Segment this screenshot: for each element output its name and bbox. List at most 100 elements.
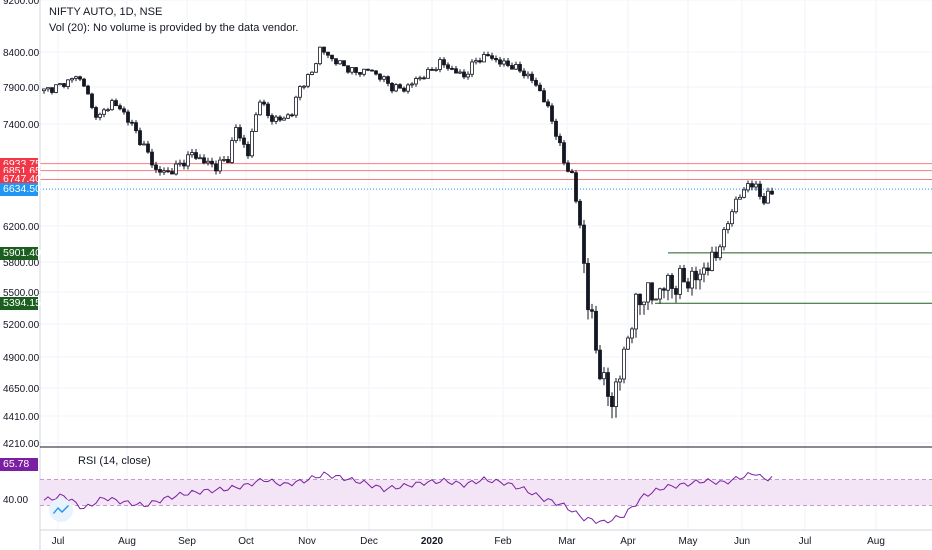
candle-body [406, 84, 410, 92]
price-axis: 9200.00 8400.00 7900.00 7400.00 6200.00 5800.… [3, 0, 40, 450]
rsi-line [43, 471, 773, 525]
candle-body [254, 114, 258, 132]
candle-body [46, 87, 50, 90]
candle-body [310, 71, 314, 75]
candle-body [94, 107, 98, 118]
candle-body [762, 196, 766, 204]
candle-body [486, 54, 490, 57]
candle-body [62, 83, 66, 87]
candle-body [262, 101, 266, 105]
candle-body [322, 46, 326, 53]
rsi-current-tag: 65.78 [0, 458, 38, 471]
candle-body [126, 111, 130, 123]
candle-body [626, 337, 630, 350]
price-tag: 5901.40 [0, 246, 41, 260]
candle-body [738, 196, 742, 200]
candle-body [246, 143, 250, 157]
candle-body [202, 157, 206, 164]
candle-body [390, 82, 394, 92]
candle-body [266, 103, 270, 116]
price-tick-label: 5200.00 [3, 320, 40, 331]
candle-body [426, 68, 430, 79]
price-tick-label: 6200.00 [3, 222, 40, 233]
candle-body [438, 59, 442, 70]
candle-body [482, 54, 486, 63]
candle-body [546, 101, 550, 107]
candle-body [770, 190, 774, 195]
candle-body [138, 130, 142, 146]
candle-body [754, 183, 758, 188]
candle-body [206, 160, 210, 164]
time-tick-label: 2020 [421, 536, 444, 547]
candle-body [222, 158, 226, 161]
candle-body [242, 137, 246, 145]
time-tick-label: Jul [52, 536, 65, 547]
candle-body [714, 251, 718, 259]
time-tick-label: Aug [867, 536, 885, 547]
candle-body [362, 68, 366, 75]
candle-body [370, 69, 374, 72]
candle-body [86, 85, 90, 95]
candle-body [502, 60, 506, 65]
candle-body [314, 63, 318, 73]
candle-body [294, 96, 298, 116]
candle-body [170, 171, 174, 175]
candle-body [582, 224, 586, 264]
candle-body [410, 83, 414, 86]
candle-body [518, 64, 522, 72]
time-tick-label: Jul [799, 536, 812, 547]
candle-body [230, 140, 234, 163]
candle-body [270, 115, 274, 122]
price-tick-label: 4650.00 [3, 384, 40, 395]
candle-body [466, 73, 470, 78]
candle-body [666, 274, 670, 291]
candle-body [190, 152, 194, 156]
candle-body [506, 60, 510, 66]
time-tick-label: Dec [360, 536, 378, 547]
candle-body [70, 78, 74, 81]
candle-body [530, 73, 534, 81]
candle-body [718, 246, 722, 259]
candle-body [118, 105, 122, 110]
candle-body [386, 76, 390, 84]
price-tag: 6634.50 [0, 183, 41, 197]
candle-body [554, 120, 558, 137]
time-tick-label: May [679, 536, 698, 547]
time-tick-label: Aug [118, 536, 136, 547]
candle-body [146, 143, 150, 153]
candle-body [690, 270, 694, 289]
candle-body [538, 84, 542, 92]
candle-body [430, 68, 434, 71]
tradingview-logo[interactable] [49, 498, 73, 522]
price-tick-label: 4410.00 [3, 412, 40, 423]
candle-body [418, 77, 422, 80]
candle-body [490, 55, 494, 59]
horizontal-levels [40, 163, 932, 304]
candle-body [326, 51, 330, 56]
candle-body [470, 61, 474, 75]
candle-body [562, 142, 566, 164]
time-tick-label: Feb [494, 536, 512, 547]
candle-body [66, 79, 70, 87]
candle-body [602, 372, 606, 380]
rsi-tick-label: 40.00 [3, 495, 28, 506]
candle-body [350, 67, 354, 73]
candle-body [606, 372, 610, 397]
candle-body [50, 87, 54, 93]
candle-body [758, 183, 762, 197]
rsi-title: RSI (14, close) [78, 455, 151, 467]
candle-body [134, 122, 138, 132]
candle-body [274, 116, 278, 122]
price-tag: 5394.15 [0, 297, 41, 311]
candle-body [654, 298, 658, 301]
candle-body [566, 162, 570, 172]
candle-body [750, 183, 754, 188]
candle-body [542, 90, 546, 103]
candle-body [338, 60, 342, 65]
price-tick-label: 5800.00 [3, 258, 40, 269]
candle-body [98, 113, 102, 118]
candle-body [174, 163, 178, 175]
candle-body [422, 77, 426, 80]
candle-body [630, 328, 634, 339]
